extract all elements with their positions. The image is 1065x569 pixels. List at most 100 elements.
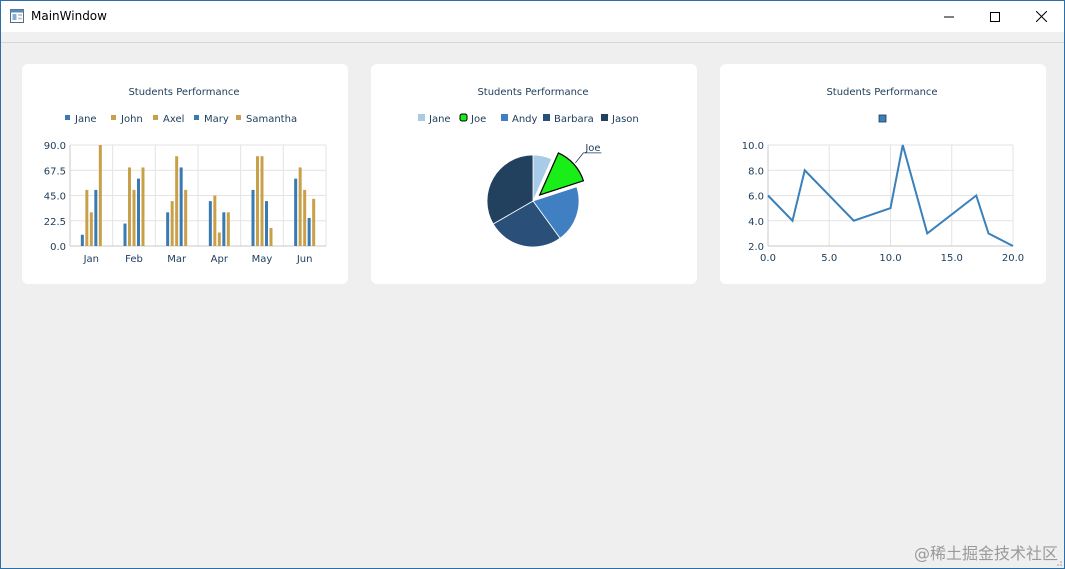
series-line bbox=[767, 144, 1014, 247]
legend-marker-jason bbox=[601, 114, 608, 121]
bar-john-may bbox=[256, 156, 259, 246]
bar-mary-apr bbox=[222, 212, 226, 246]
bar-chart-card: Students Performance Jane John Axel Mary Sam… bbox=[22, 64, 348, 284]
line-chart-y-axis: 10.0 8.0 6.0 4.0 2.0 bbox=[742, 141, 764, 253]
bar-john-mar bbox=[170, 201, 174, 246]
bar-axel-jun bbox=[303, 189, 307, 246]
minimize-button[interactable] bbox=[926, 1, 972, 32]
pie-chart-labels: Joe bbox=[575, 143, 602, 164]
x-tick-label: Jan bbox=[83, 254, 99, 265]
legend-marker-barbara bbox=[543, 114, 550, 121]
legend-marker-mary bbox=[194, 115, 199, 120]
legend-marker-samantha bbox=[236, 115, 241, 120]
line-chart-series bbox=[767, 144, 1014, 247]
pie-chart: Students Performance Jane Joe Andy Barbara J… bbox=[418, 87, 639, 248]
line-chart: Students Performance 10.0 8.0 6.0 4.0 2.0 0.… bbox=[742, 87, 1024, 264]
bar-chart: Students Performance Jane John Axel Mary Sam… bbox=[44, 87, 327, 265]
legend-label-barbara: Barbara bbox=[554, 114, 594, 125]
minimize-icon bbox=[944, 16, 954, 17]
window-title: MainWindow bbox=[31, 9, 107, 23]
pie-chart-card: Students Performance Jane Joe Andy Barbara J… bbox=[371, 64, 697, 284]
bar-samantha-jan bbox=[98, 145, 102, 246]
pie-chart-slices bbox=[486, 152, 585, 248]
y-tick-label: 6.0 bbox=[748, 192, 764, 203]
x-tick-label: 20.0 bbox=[1002, 253, 1024, 264]
legend-label-jason: Jason bbox=[611, 114, 639, 125]
bar-chart-bars bbox=[80, 145, 316, 246]
bar-axel-mar bbox=[175, 156, 179, 246]
y-tick-label: 2.0 bbox=[748, 242, 764, 253]
bar-jane-mar bbox=[166, 212, 170, 246]
maximize-button[interactable] bbox=[972, 1, 1018, 32]
legend-marker-jane bbox=[418, 114, 425, 121]
menu-bar bbox=[1, 32, 1064, 43]
bar-john-apr bbox=[213, 195, 217, 246]
resize-grip-icon[interactable] bbox=[1054, 558, 1062, 566]
y-tick-label: 0.0 bbox=[50, 242, 66, 253]
x-tick-label: 10.0 bbox=[879, 253, 901, 264]
bar-samantha-mar bbox=[184, 189, 188, 246]
legend-marker-joe bbox=[459, 113, 468, 122]
bar-mary-feb bbox=[137, 178, 140, 246]
bar-jane-may bbox=[251, 189, 255, 246]
pie-slice-andy bbox=[532, 186, 580, 239]
legend-label-andy: Andy bbox=[512, 114, 538, 125]
legend-marker-andy bbox=[501, 114, 508, 121]
bar-axel-apr bbox=[217, 232, 221, 246]
x-tick-label: Feb bbox=[125, 254, 143, 265]
legend-label-joe: Joe bbox=[470, 114, 486, 125]
bar-samantha-apr bbox=[226, 212, 230, 246]
bar-samantha-feb bbox=[141, 167, 145, 246]
pie-slice-barbara bbox=[492, 200, 561, 248]
bar-john-jun bbox=[298, 167, 302, 246]
x-tick-label: May bbox=[252, 254, 273, 265]
y-tick-label: 4.0 bbox=[748, 217, 764, 228]
title-bar[interactable]: MainWindow bbox=[1, 1, 1064, 32]
bar-jane-jun bbox=[294, 178, 298, 246]
x-tick-label: Apr bbox=[211, 254, 229, 265]
bar-jane-feb bbox=[123, 223, 127, 246]
close-button[interactable] bbox=[1018, 1, 1064, 32]
bar-axel-jan bbox=[89, 212, 93, 246]
y-tick-label: 67.5 bbox=[44, 166, 66, 177]
bar-jane-jan bbox=[80, 234, 84, 246]
legend-label-jane: Jane bbox=[428, 114, 451, 125]
bar-jane-apr bbox=[208, 201, 212, 246]
legend-marker-jane bbox=[65, 115, 70, 120]
legend-marker-axel bbox=[153, 115, 158, 120]
bar-chart-y-axis: 90.0 67.5 45.0 22.5 0.0 bbox=[44, 141, 66, 253]
legend-label-jane: Jane bbox=[74, 114, 97, 125]
pie-label-leader bbox=[575, 152, 602, 164]
maximize-icon bbox=[990, 11, 1000, 22]
line-chart-x-axis: 0.0 5.0 10.0 15.0 20.0 bbox=[760, 253, 1024, 264]
pie-chart-title: Students Performance bbox=[477, 87, 588, 98]
pie-label-joe: Joe bbox=[584, 143, 600, 154]
bar-axel-may bbox=[260, 156, 264, 246]
bar-samantha-may bbox=[269, 228, 273, 246]
app-icon bbox=[10, 9, 24, 23]
legend-marker-john bbox=[111, 115, 116, 120]
bar-mary-jun bbox=[307, 217, 311, 246]
legend-marker-series bbox=[878, 114, 887, 123]
y-tick-label: 90.0 bbox=[44, 141, 66, 152]
x-tick-label: 15.0 bbox=[941, 253, 963, 264]
pie-slice-jason bbox=[486, 154, 534, 225]
bar-mary-jan bbox=[94, 189, 98, 246]
watermark: @稀土掘金技术社区 bbox=[913, 544, 1058, 563]
bar-mary-may bbox=[265, 201, 268, 246]
x-tick-label: Mar bbox=[167, 254, 187, 265]
bar-chart-legend: Jane John Axel Mary Samantha bbox=[65, 114, 297, 125]
legend-label-mary: Mary bbox=[204, 114, 229, 125]
y-tick-label: 8.0 bbox=[748, 166, 764, 177]
pie-slice-joe bbox=[538, 152, 585, 196]
line-chart-card: Students Performance 10.0 8.0 6.0 4.0 2.0 0.… bbox=[720, 64, 1046, 284]
close-icon bbox=[1035, 11, 1047, 22]
x-tick-label: 0.0 bbox=[760, 253, 776, 264]
pie-chart-legend: Jane Joe Andy Barbara Jason bbox=[418, 113, 639, 125]
legend-label-samantha: Samantha bbox=[246, 114, 297, 125]
legend-label-john: John bbox=[120, 114, 143, 125]
y-tick-label: 45.0 bbox=[44, 192, 66, 203]
y-tick-label: 22.5 bbox=[44, 217, 66, 228]
bar-chart-x-axis: Jan Feb Mar Apr May Jun bbox=[83, 254, 313, 265]
